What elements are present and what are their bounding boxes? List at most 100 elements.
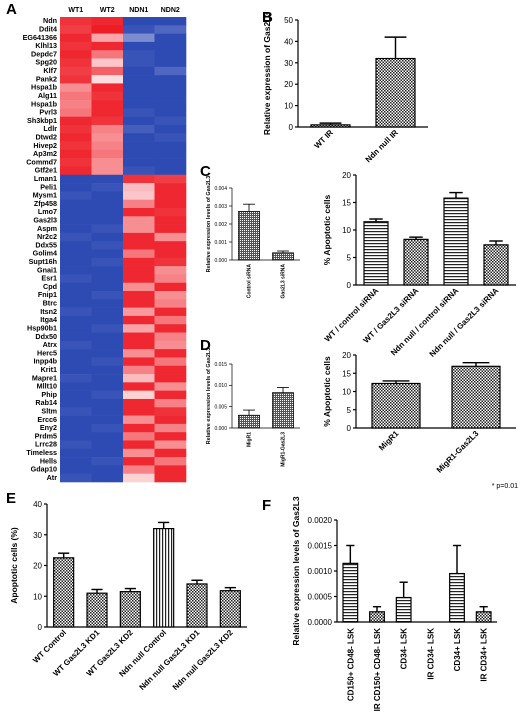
heatmap-cell <box>91 390 124 400</box>
heatmap-cell <box>91 108 124 117</box>
heatmap-cell <box>154 50 187 59</box>
heatmap-row-label: Zfp458 <box>34 199 57 208</box>
heatmap-panel-a: WT1 WT2 NDN1 NDN2 NdnDdit4EG641366Klhl13Dep… <box>23 7 187 483</box>
heatmap-cell <box>154 340 187 350</box>
heatmap-cell <box>123 116 155 126</box>
heatmap-row-label: Ap3m2 <box>33 149 57 158</box>
bar-ndn-null-ir <box>375 57 416 128</box>
heatmap-cell <box>123 448 155 458</box>
heatmap-cell <box>91 116 124 126</box>
heatmap-cell <box>154 357 187 367</box>
heatmap-row-label: Mysm1 <box>33 191 57 200</box>
heatmap-cell <box>154 291 187 300</box>
heatmap-cell <box>154 315 187 325</box>
y-tick-label: 0 <box>347 281 352 290</box>
heatmap-cell <box>91 291 124 300</box>
x-category-label: CD34+ LSK <box>453 628 462 672</box>
bar-cd150-cd48-lsk <box>342 562 359 623</box>
heatmap-cell <box>123 216 155 225</box>
heatmap-cell <box>91 415 124 425</box>
heatmap-cell <box>91 340 124 350</box>
heatmap-cell <box>60 382 92 391</box>
heatmap-cell <box>154 457 187 466</box>
heatmap-cell <box>154 440 187 450</box>
y-tick-label: 0.003 <box>214 204 227 210</box>
y-axis-title: Relative expression of Gas2L3 <box>262 12 272 136</box>
heatmap-row-labels: NdnDdit4EG641366Klhl13Depdc7Spg20Klf7Pan… <box>23 16 58 482</box>
heatmap-cell <box>123 58 155 68</box>
heatmap-cell <box>91 100 124 109</box>
bar-wt-control <box>53 557 75 628</box>
heatmap-row-label: Golim4 <box>33 249 57 258</box>
heatmap-cell <box>123 91 155 101</box>
heatmap-row-label: Ddx50 <box>35 332 57 341</box>
heatmap-cell <box>91 307 124 317</box>
x-category-label: IR CD34- LSK <box>426 628 435 680</box>
heatmap-cell <box>154 241 187 250</box>
y-axis-title: Relative expression levels of Gas2L3 <box>206 348 212 445</box>
heatmap-cell <box>91 266 124 275</box>
heatmap-cell <box>60 299 92 308</box>
heatmap-cell <box>60 390 92 400</box>
heatmap-cell <box>91 423 124 433</box>
heatmap-cell <box>60 349 92 358</box>
heatmap-cell <box>123 124 155 134</box>
heatmap-cell <box>91 183 124 192</box>
heatmap-cell <box>60 124 92 134</box>
heatmap-row-label: Supt16h <box>29 257 57 266</box>
heatmap-cell <box>91 83 124 93</box>
heatmap-cell <box>123 398 155 408</box>
heatmap-cell <box>154 66 187 76</box>
heatmap-cell <box>123 390 155 400</box>
heatmap-cell <box>154 116 187 126</box>
heatmap-cell <box>123 473 155 483</box>
heatmap-cell <box>60 58 92 68</box>
heatmap-cell <box>91 149 124 159</box>
heatmap-cell <box>60 315 92 325</box>
heatmap-cell <box>91 382 124 391</box>
heatmap-cell <box>91 315 124 325</box>
heatmap-cell <box>91 398 124 408</box>
heatmap-cell <box>60 216 92 225</box>
heatmap-row-label: Gas2l3 <box>33 216 57 225</box>
heatmap-row-label: Hivep2 <box>33 141 57 150</box>
heatmap-row-label: Ndn <box>43 16 57 25</box>
heatmap-row-label: Herc5 <box>37 348 57 357</box>
heatmap-cell <box>91 41 124 51</box>
heatmap-cell <box>60 249 92 259</box>
bar-ndn-null-control <box>153 527 175 628</box>
y-tick-label: 0.0000 <box>308 618 333 627</box>
heatmap-cell <box>154 257 187 267</box>
heatmap-cell <box>60 266 92 275</box>
heatmap-cell <box>154 33 187 43</box>
bar-chart-panel-d-right: 0 5 10 15 20 % Apoptotic cells MigR1 MigR1-Gas2… <box>322 351 518 490</box>
heatmap-row-label: Klhl13 <box>35 41 57 50</box>
heatmap-cell <box>60 291 92 300</box>
heatmap-cell <box>60 149 92 159</box>
bar-chart-panel-f: 0.0000 0.0005 0.0010 0.0015 0.0020 Relative e… <box>291 496 497 711</box>
heatmap-cell <box>154 41 187 51</box>
y-axis-title: Apoptotic cells (%) <box>9 527 19 604</box>
y-tick-label: 0.004 <box>214 186 227 192</box>
heatmap-cell <box>60 183 92 192</box>
heatmap-cell <box>154 232 187 242</box>
y-tick-label: 10 <box>342 388 351 397</box>
heatmap-cell <box>91 465 124 474</box>
heatmap-cell <box>154 108 187 117</box>
heatmap-cell <box>123 266 155 275</box>
y-axis-title: Relative expression levels of Gas2L3 <box>291 496 301 646</box>
heatmap-cell <box>123 465 155 474</box>
heatmap-cell <box>123 166 155 176</box>
heatmap-row-label: Atr <box>47 473 58 482</box>
y-tick-label: 15 <box>342 369 351 378</box>
heatmap-cell <box>60 374 92 383</box>
heatmap-cell <box>154 216 187 225</box>
bar-wt-gas2l3-sirna <box>403 238 429 286</box>
heatmap-cell <box>154 133 187 142</box>
x-category-label: WT IR <box>313 128 336 151</box>
heatmap-cell <box>154 91 187 101</box>
bar-migr1 <box>238 414 260 429</box>
heatmap-cell <box>60 91 92 101</box>
